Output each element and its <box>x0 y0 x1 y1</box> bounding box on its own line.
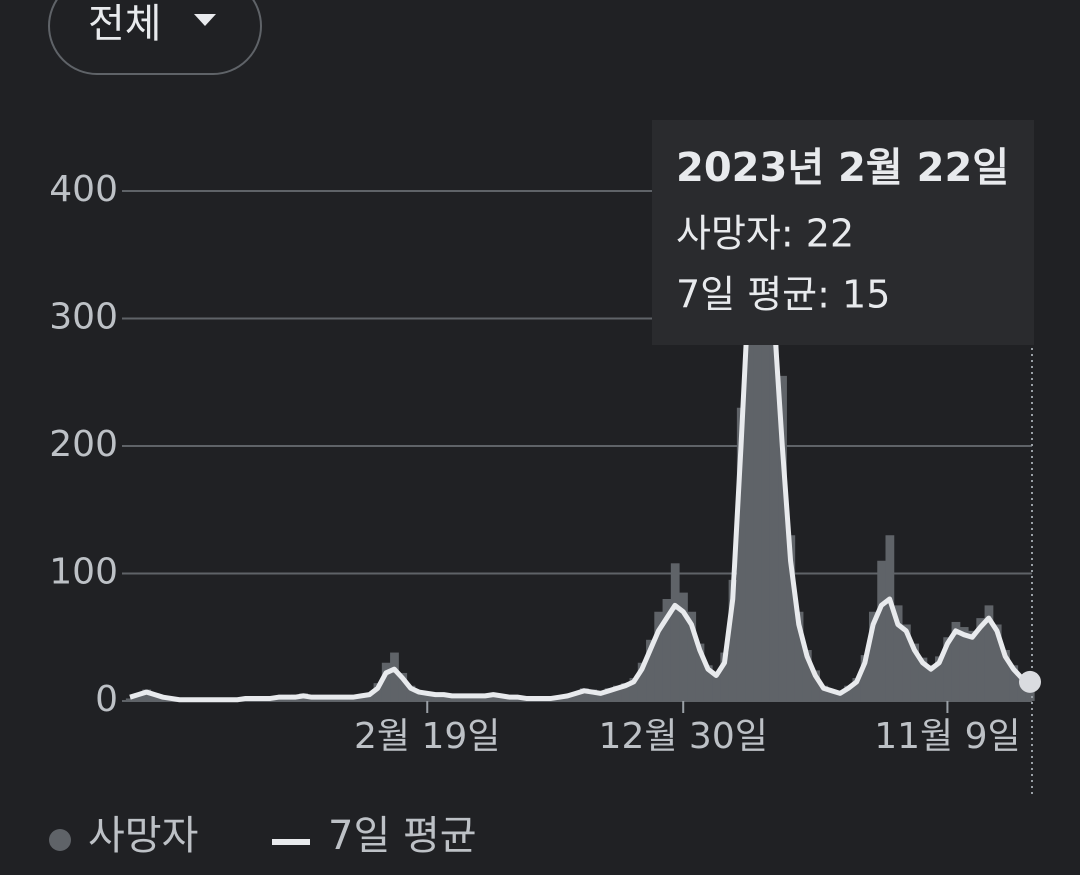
legend-label: 7일 평균 <box>328 813 477 859</box>
bar <box>918 657 928 701</box>
bar <box>753 165 763 701</box>
tooltip-line: 사망자: 22 <box>676 212 854 256</box>
average-line <box>129 214 1032 703</box>
bar <box>769 280 779 701</box>
bar <box>142 689 152 701</box>
tooltip-line: 7일 평균: 15 <box>676 273 890 317</box>
bar <box>819 685 829 701</box>
bar <box>571 692 581 701</box>
y-tick-label: 100 <box>49 552 118 593</box>
bar <box>926 665 936 701</box>
bar <box>596 694 606 701</box>
bar <box>745 242 754 701</box>
bar <box>365 693 375 701</box>
bar <box>373 683 383 701</box>
bar <box>852 678 862 701</box>
legend-swatch <box>49 829 71 851</box>
bar <box>720 652 730 701</box>
bar <box>654 611 664 701</box>
bar <box>390 652 399 701</box>
bar <box>662 599 672 701</box>
bar <box>943 637 953 701</box>
bar <box>794 611 804 701</box>
bar <box>472 697 482 701</box>
y-tick-label: 200 <box>49 424 118 465</box>
bar <box>712 672 721 701</box>
series-layer <box>125 165 1035 703</box>
bar <box>134 693 143 701</box>
bar <box>835 692 845 701</box>
tooltip-box <box>652 120 1034 345</box>
bar <box>695 643 705 701</box>
bar <box>802 650 812 701</box>
bar <box>637 662 647 701</box>
bar <box>728 579 738 701</box>
bar <box>125 698 135 701</box>
y-tick-label: 0 <box>95 679 118 720</box>
bar <box>786 535 796 701</box>
bar <box>381 662 391 701</box>
bar <box>670 563 680 701</box>
bar <box>935 656 944 701</box>
bar <box>868 611 878 701</box>
tooltip-title: 2023년 2월 22일 <box>676 145 1009 191</box>
bar <box>1001 650 1010 701</box>
y-tick-label: 400 <box>49 169 118 210</box>
bar <box>877 560 887 701</box>
x-tick-label: 12월 30일 <box>599 716 768 757</box>
bar <box>844 685 853 701</box>
bar <box>902 624 911 701</box>
bar <box>860 655 870 701</box>
bar <box>736 407 746 701</box>
bar <box>984 605 994 701</box>
dropdown-arrow[interactable] <box>194 14 216 26</box>
bar <box>406 685 416 701</box>
bar <box>968 630 977 701</box>
bar <box>414 690 424 701</box>
filter-button[interactable]: 전체 <box>48 0 262 75</box>
bar <box>778 375 787 701</box>
bar <box>447 695 457 701</box>
bar <box>621 683 631 701</box>
bar <box>827 689 837 701</box>
bar <box>679 592 688 701</box>
bar <box>604 688 614 701</box>
bar <box>629 678 639 701</box>
legend-label: 사망자 <box>88 813 198 859</box>
bar <box>687 611 697 701</box>
bar <box>959 627 969 701</box>
bar <box>613 685 622 701</box>
x-tick-label: 2월 19일 <box>354 716 500 757</box>
bar <box>976 618 986 701</box>
bar <box>588 689 598 701</box>
y-tick-label: 300 <box>49 297 118 338</box>
bar <box>423 692 432 701</box>
filter-button-outline[interactable] <box>48 0 262 75</box>
bar <box>398 672 408 701</box>
hover-dot <box>1019 670 1041 693</box>
filter-label[interactable]: 전체 <box>88 1 162 47</box>
bar <box>893 605 903 701</box>
x-tick-label: 11월 9일 <box>874 716 1020 757</box>
bar <box>1009 665 1019 701</box>
bar <box>811 670 820 701</box>
bar <box>580 688 589 701</box>
bar <box>703 665 713 701</box>
bar <box>431 694 441 701</box>
bar <box>324 698 333 701</box>
bar <box>910 643 920 701</box>
bar <box>951 621 961 701</box>
bar <box>761 191 771 701</box>
bar <box>646 639 655 701</box>
bar <box>992 624 1002 701</box>
bar <box>885 535 895 701</box>
